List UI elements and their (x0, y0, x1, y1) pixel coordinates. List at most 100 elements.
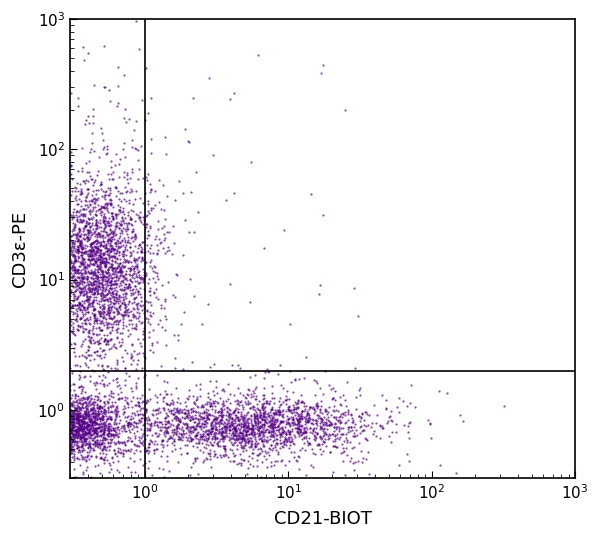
Point (222, 403, 232, 412)
Point (86, 287, 96, 296)
Point (97, 256, 106, 265)
Point (66, 327, 76, 335)
Point (203, 300, 212, 309)
Point (208, 421, 217, 430)
Point (442, 389, 451, 397)
Point (202, 414, 212, 423)
Point (95, 468, 105, 477)
Point (259, 419, 268, 428)
Point (285, 367, 295, 375)
Point (316, 417, 325, 425)
Point (74, 416, 84, 424)
Point (83, 420, 92, 429)
Point (89, 419, 99, 428)
Point (112, 297, 121, 306)
Point (76, 372, 85, 381)
Point (71, 195, 80, 204)
Point (72, 437, 82, 446)
Point (133, 305, 142, 314)
Point (112, 429, 122, 438)
Point (92, 222, 102, 230)
Point (259, 410, 268, 418)
Point (85, 445, 95, 454)
Point (206, 421, 216, 430)
Point (254, 425, 263, 434)
Point (76, 426, 85, 434)
Point (78, 223, 88, 232)
Point (89, 267, 99, 275)
Point (244, 384, 253, 393)
Point (66, 211, 76, 220)
Point (70, 237, 80, 245)
Point (89, 425, 99, 434)
Point (98, 216, 108, 225)
Point (139, 436, 148, 445)
Point (88, 444, 98, 453)
Point (254, 416, 263, 424)
Point (88, 206, 97, 215)
Point (338, 430, 347, 438)
Point (206, 402, 215, 410)
Point (315, 433, 325, 441)
Point (80, 424, 89, 432)
Point (302, 409, 312, 418)
Point (91, 237, 100, 245)
Point (67, 237, 77, 246)
Point (68, 250, 78, 259)
Point (97, 301, 107, 309)
Point (209, 386, 218, 395)
Point (331, 431, 340, 440)
Point (188, 435, 198, 444)
Point (116, 302, 125, 310)
Point (218, 434, 228, 443)
Point (88, 268, 97, 277)
Point (403, 421, 412, 430)
Point (68, 301, 77, 309)
Point (193, 407, 203, 416)
Point (84, 268, 94, 277)
Point (80, 427, 90, 436)
Point (104, 430, 113, 438)
Point (112, 254, 122, 263)
Point (95, 303, 105, 312)
Point (115, 384, 124, 392)
Point (265, 445, 275, 453)
Point (82, 230, 91, 238)
Point (131, 254, 140, 263)
Point (83, 428, 92, 437)
Point (93, 427, 103, 436)
Point (265, 397, 274, 405)
Point (108, 289, 118, 298)
Point (89, 205, 98, 213)
Point (103, 305, 113, 314)
Point (169, 239, 179, 247)
Point (83, 351, 93, 360)
Point (310, 450, 320, 459)
Point (221, 431, 231, 439)
Point (92, 239, 101, 247)
Point (94, 289, 103, 298)
Point (160, 294, 170, 303)
Point (152, 272, 161, 280)
Point (84, 261, 94, 270)
Point (115, 238, 125, 247)
Point (100, 190, 110, 199)
Point (77, 308, 87, 316)
Point (71, 294, 80, 303)
Point (281, 416, 290, 425)
Point (134, 312, 143, 321)
Point (230, 406, 239, 414)
Point (276, 439, 286, 448)
Point (76, 436, 85, 444)
Point (212, 453, 222, 461)
Point (135, 193, 145, 202)
Point (363, 447, 373, 456)
Point (97, 240, 106, 249)
Point (104, 309, 114, 317)
Point (259, 420, 268, 429)
Point (209, 447, 219, 455)
Point (73, 246, 83, 254)
Point (105, 195, 115, 204)
Point (118, 438, 127, 446)
Point (277, 412, 286, 421)
